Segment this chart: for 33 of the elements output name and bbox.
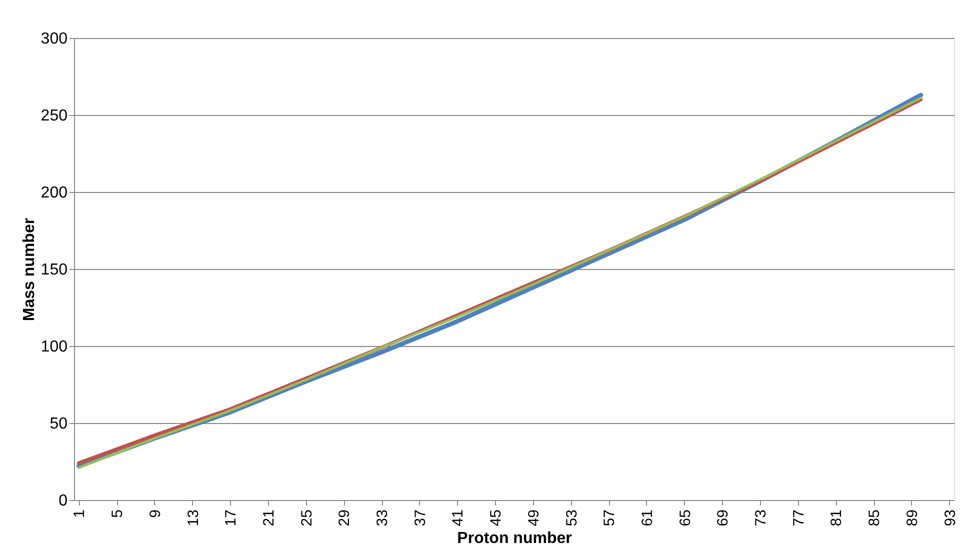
- x-tick-label: 29: [336, 510, 354, 526]
- x-tick-label: 25: [298, 510, 316, 526]
- x-axis-title: Proton number: [457, 530, 572, 548]
- x-tick-label: 93: [942, 510, 959, 526]
- y-axis-title: Mass number: [20, 218, 38, 322]
- x-tick-label: 45: [488, 510, 505, 526]
- x-tick-label: 73: [752, 510, 770, 526]
- y-tick-label: 300: [40, 30, 68, 48]
- x-tick-label: 81: [828, 510, 846, 526]
- y-tick-label: 100: [40, 338, 68, 356]
- y-tick-label: 150: [40, 262, 68, 278]
- x-tick-label: 85: [866, 510, 884, 526]
- y-tick-label: 0: [58, 492, 68, 510]
- x-tick-label: 41: [450, 510, 467, 526]
- x-tick-label: 37: [412, 510, 429, 526]
- x-tick-label: 9: [146, 510, 164, 518]
- x-tick-label: 13: [184, 510, 202, 526]
- x-tick-label: 1: [71, 510, 88, 518]
- y-tick-label: 250: [40, 108, 68, 124]
- x-tick-label: 21: [260, 510, 278, 526]
- x-tick-label: 69: [714, 510, 732, 526]
- x-tick-label: 57: [601, 510, 618, 526]
- x-tick-label: 17: [222, 510, 240, 526]
- x-tick-label: 5: [109, 510, 126, 518]
- x-tick-label: 61: [638, 510, 656, 526]
- x-tick-label: 33: [374, 510, 392, 526]
- x-tick-label: 65: [676, 510, 694, 526]
- x-tick-label: 49: [525, 510, 542, 526]
- x-tick-label: 77: [790, 510, 808, 526]
- x-tick-label: 53: [563, 510, 580, 526]
- y-tick-label: 200: [40, 184, 68, 202]
- y-tick-label: 50: [50, 416, 68, 432]
- x-tick-label: 89: [904, 510, 921, 526]
